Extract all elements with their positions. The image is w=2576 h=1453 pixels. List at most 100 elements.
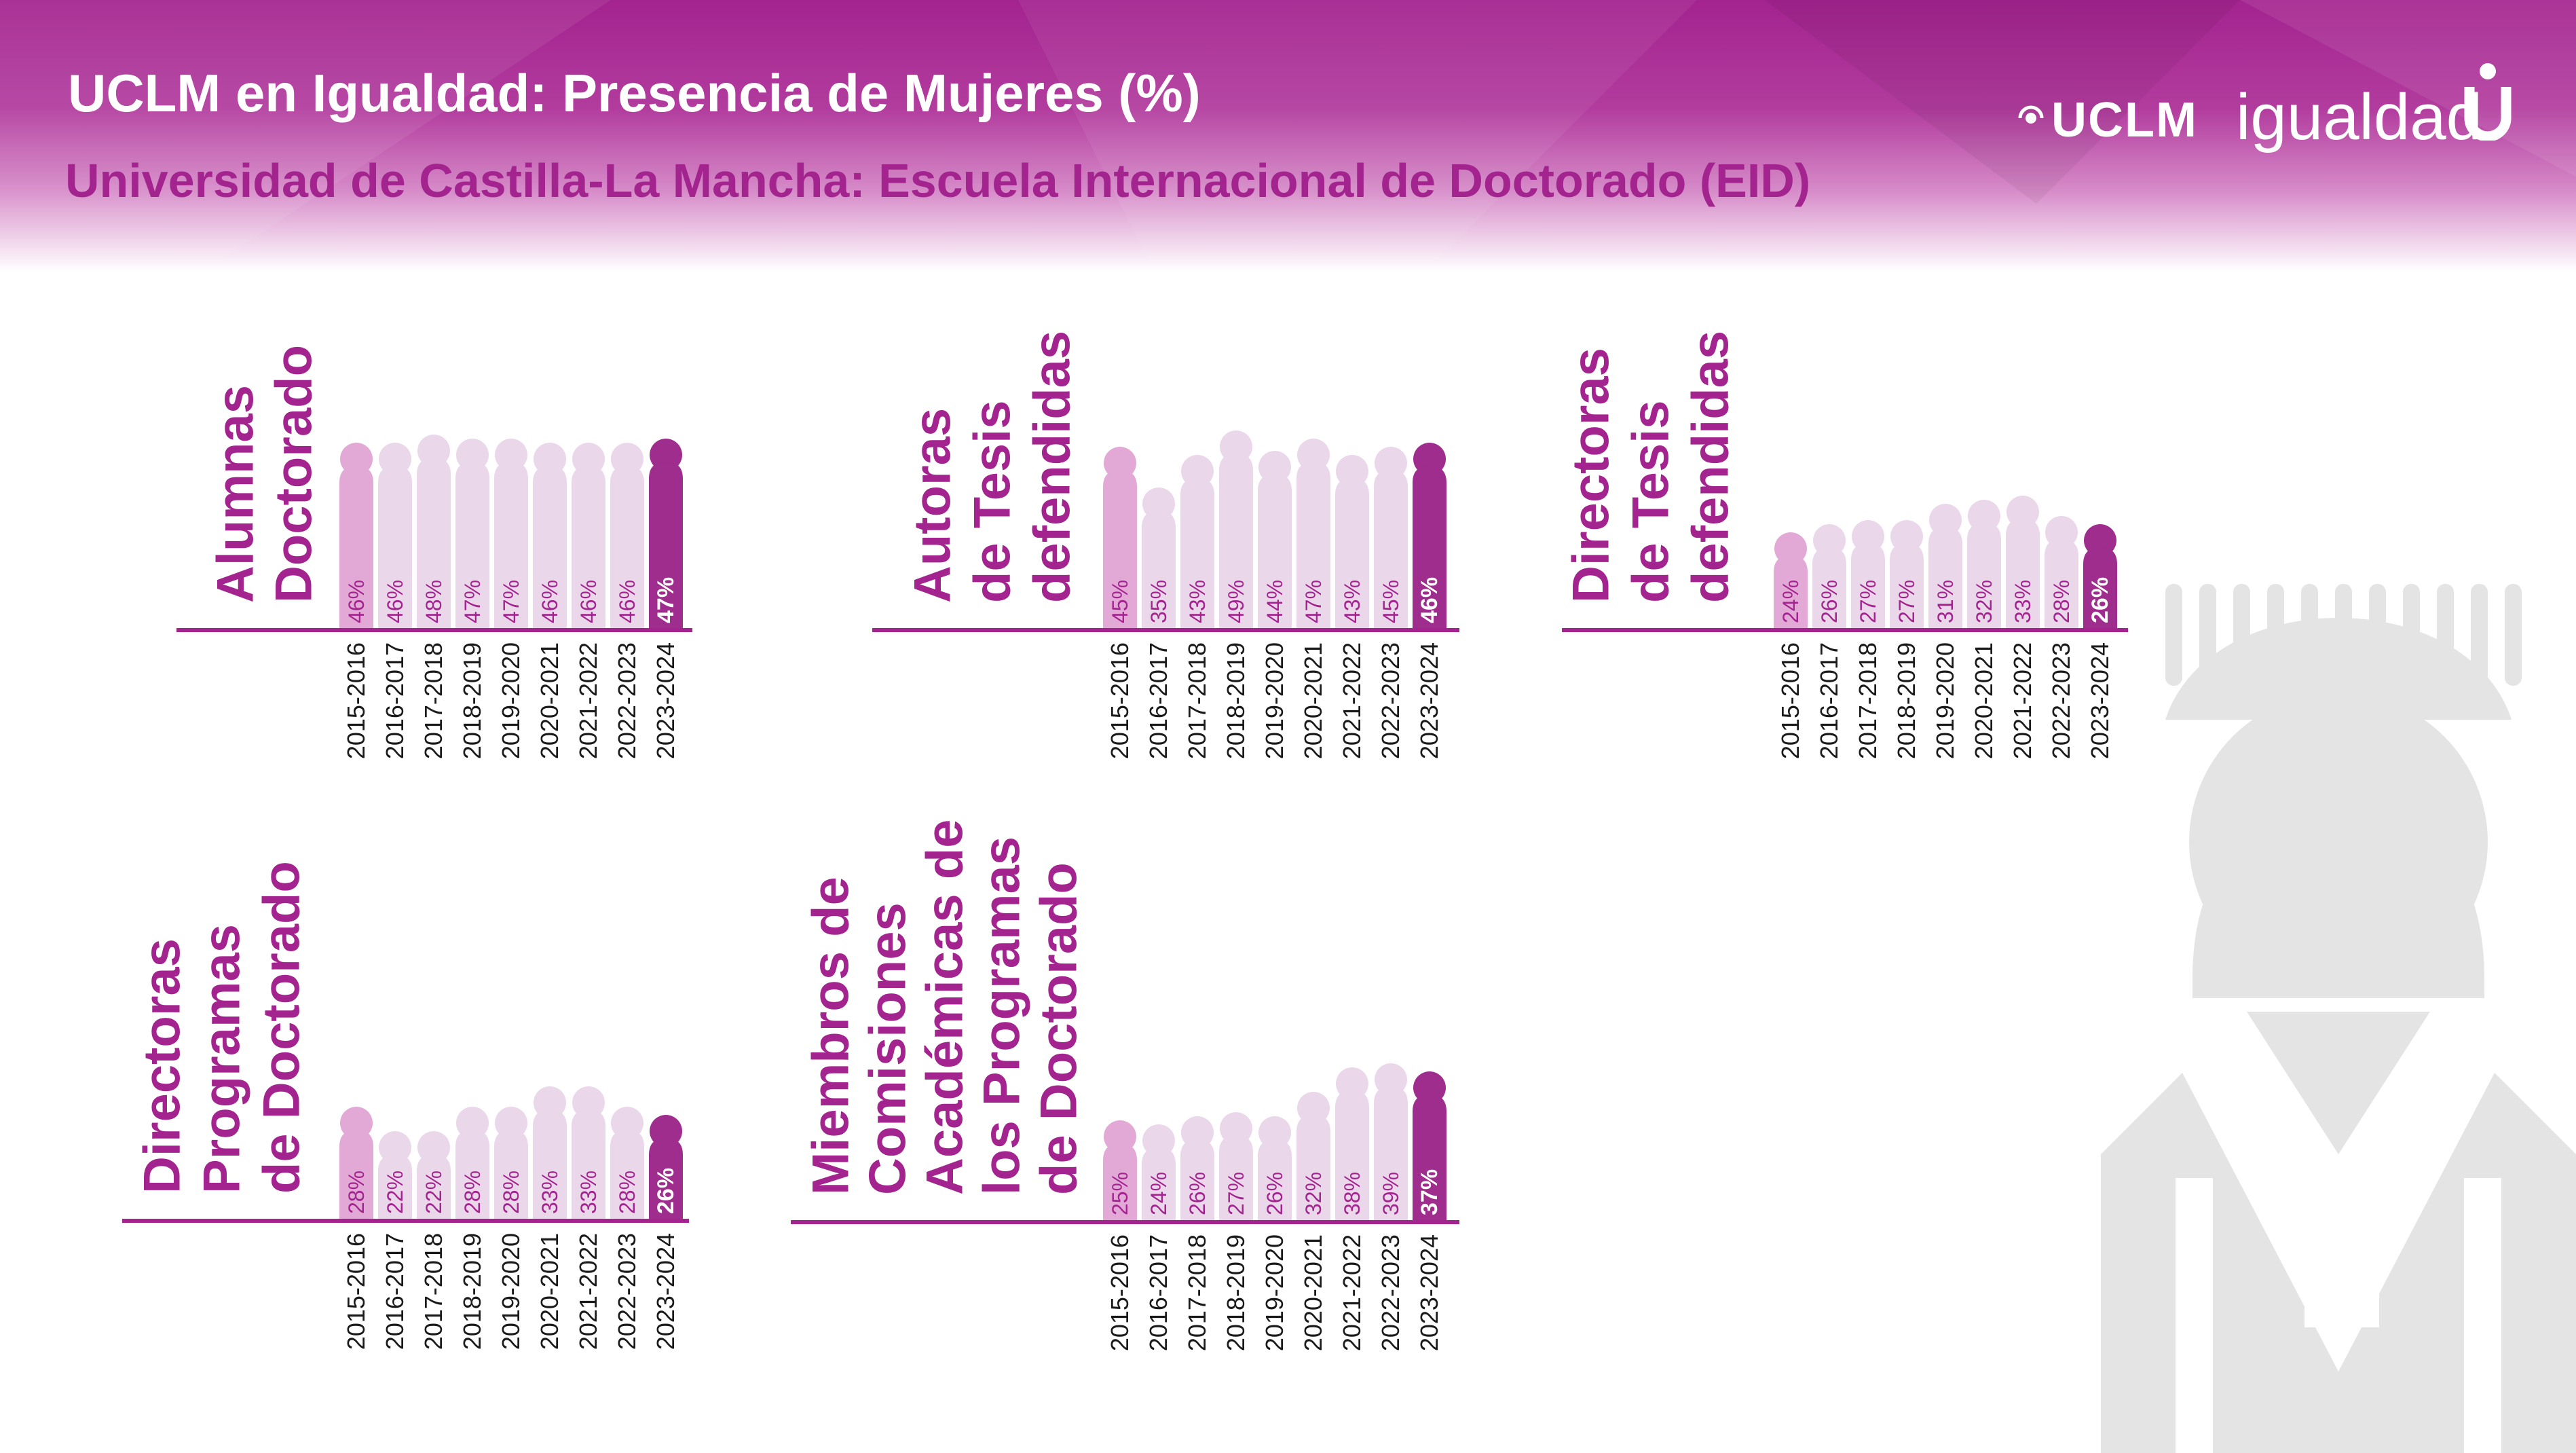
category-label: 2021-2022 xyxy=(574,1233,602,1350)
category-label: 2017-2018 xyxy=(419,1233,447,1350)
bar-body xyxy=(1180,1139,1214,1222)
data-label: 45% xyxy=(1379,580,1403,623)
bar-body xyxy=(339,1130,373,1221)
bar-body xyxy=(572,466,605,630)
bar xyxy=(1967,500,2001,630)
chart-miembros-comisiones: Miembros de Comisiones Académicas de los Pr… xyxy=(784,808,1459,1395)
bar-body xyxy=(1774,555,1808,630)
chart-title-line: Doctorado xyxy=(265,345,322,603)
category-label: 2023-2024 xyxy=(1415,1234,1443,1351)
bar xyxy=(339,1107,373,1221)
bar-body xyxy=(1413,1095,1446,1222)
category-label: 2023-2024 xyxy=(652,642,679,759)
data-label: 44% xyxy=(1263,580,1287,623)
data-label: 24% xyxy=(1778,580,1803,623)
bar xyxy=(417,1131,451,1221)
bar xyxy=(378,1131,412,1221)
chart-title-line: Alumnas xyxy=(206,385,264,603)
bar xyxy=(1103,447,1137,630)
bar-body xyxy=(1890,543,1924,630)
bar-body xyxy=(1851,543,1885,630)
bar xyxy=(1774,532,1808,630)
bar xyxy=(1890,520,1924,630)
data-label: 28% xyxy=(344,1171,369,1214)
bar-body xyxy=(339,466,373,630)
bar-body xyxy=(1258,1139,1292,1222)
bar-body xyxy=(572,1109,605,1221)
bar-body xyxy=(649,1138,683,1221)
data-label: 28% xyxy=(499,1171,523,1214)
category-label: 2018-2019 xyxy=(458,1233,486,1350)
category-label: 2019-2020 xyxy=(497,1233,525,1350)
bar-body xyxy=(494,462,528,630)
logo-brand: UCLM xyxy=(2051,93,2198,147)
data-label: 46% xyxy=(1417,577,1442,623)
bar-body xyxy=(1335,478,1369,630)
category-label: 2018-2019 xyxy=(1222,642,1250,759)
bar xyxy=(339,443,373,630)
bar xyxy=(649,439,683,630)
data-label: 35% xyxy=(1146,580,1171,623)
category-label: 2018-2019 xyxy=(1892,642,1920,759)
bar xyxy=(533,1086,567,1221)
category-label: 2015-2016 xyxy=(1106,642,1134,759)
bar xyxy=(2045,516,2078,630)
data-label: 43% xyxy=(1340,580,1364,623)
chart-autoras-tesis: Autoras de Tesis defendidas 45% 2015-2016 35%… xyxy=(872,326,1483,805)
bar-body xyxy=(610,1130,644,1221)
bar xyxy=(494,439,528,630)
category-label: 2020-2021 xyxy=(1299,642,1327,759)
chart-title-line: Autoras xyxy=(903,408,961,603)
data-label: 47% xyxy=(653,577,679,623)
logo-word: igualdad xyxy=(2236,81,2482,153)
data-label: 49% xyxy=(1224,580,1248,623)
category-label: 2022-2023 xyxy=(2047,642,2075,759)
bar xyxy=(2083,524,2117,630)
category-label: 2015-2016 xyxy=(1106,1234,1134,1351)
category-label: 2023-2024 xyxy=(652,1233,679,1350)
bar-body xyxy=(378,466,412,630)
category-label: 2017-2018 xyxy=(1183,1234,1211,1351)
bar-body xyxy=(455,1130,489,1221)
data-label: 31% xyxy=(1933,580,1958,623)
category-label: 2020-2021 xyxy=(536,642,563,759)
category-label: 2023-2024 xyxy=(1415,642,1443,759)
category-label: 2020-2021 xyxy=(1970,642,1998,759)
category-label: 2020-2021 xyxy=(536,1233,563,1350)
bar xyxy=(1413,1071,1446,1222)
bar-body xyxy=(1928,527,1962,630)
bar xyxy=(1103,1120,1137,1222)
data-label: 43% xyxy=(1185,580,1210,623)
bar-body xyxy=(455,462,489,630)
data-label: 45% xyxy=(1108,580,1132,623)
category-label: 2021-2022 xyxy=(1338,1234,1366,1351)
data-label: 27% xyxy=(1856,580,1880,623)
bar-body xyxy=(1967,523,2001,630)
page-title: UCLM en Igualdad: Presencia de Mujeres (… xyxy=(68,63,1201,123)
data-label: 28% xyxy=(2049,580,2074,623)
bar-body xyxy=(1413,466,1446,630)
data-label: 26% xyxy=(1817,580,1842,623)
chart-title-line: Directoras xyxy=(1562,348,1620,603)
chart-title-line: Miembros de xyxy=(802,877,859,1195)
data-label: 26% xyxy=(1185,1172,1210,1215)
data-label: 46% xyxy=(383,580,407,623)
category-label: 2015-2016 xyxy=(342,642,370,759)
chart-alumnas-doctorado: Alumnas Doctorado 46% 2015-2016 46% 2016-2017… xyxy=(176,326,720,805)
chart-title-line: Directoras xyxy=(133,938,191,1194)
bar-body xyxy=(1103,470,1137,630)
data-label: 26% xyxy=(1263,1172,1287,1215)
bar-body xyxy=(1142,511,1176,630)
bar-body xyxy=(2006,519,2040,630)
bar-body xyxy=(378,1154,412,1221)
bar xyxy=(378,443,412,630)
data-label: 26% xyxy=(2087,577,2113,623)
bar xyxy=(417,435,451,630)
bar xyxy=(610,443,644,630)
data-label: 46% xyxy=(576,580,601,623)
data-label: 46% xyxy=(344,580,369,623)
category-label: 2022-2023 xyxy=(1377,1234,1404,1351)
category-label: 2022-2023 xyxy=(1377,642,1404,759)
bar xyxy=(494,1107,528,1221)
category-label: 2016-2017 xyxy=(1144,642,1172,759)
